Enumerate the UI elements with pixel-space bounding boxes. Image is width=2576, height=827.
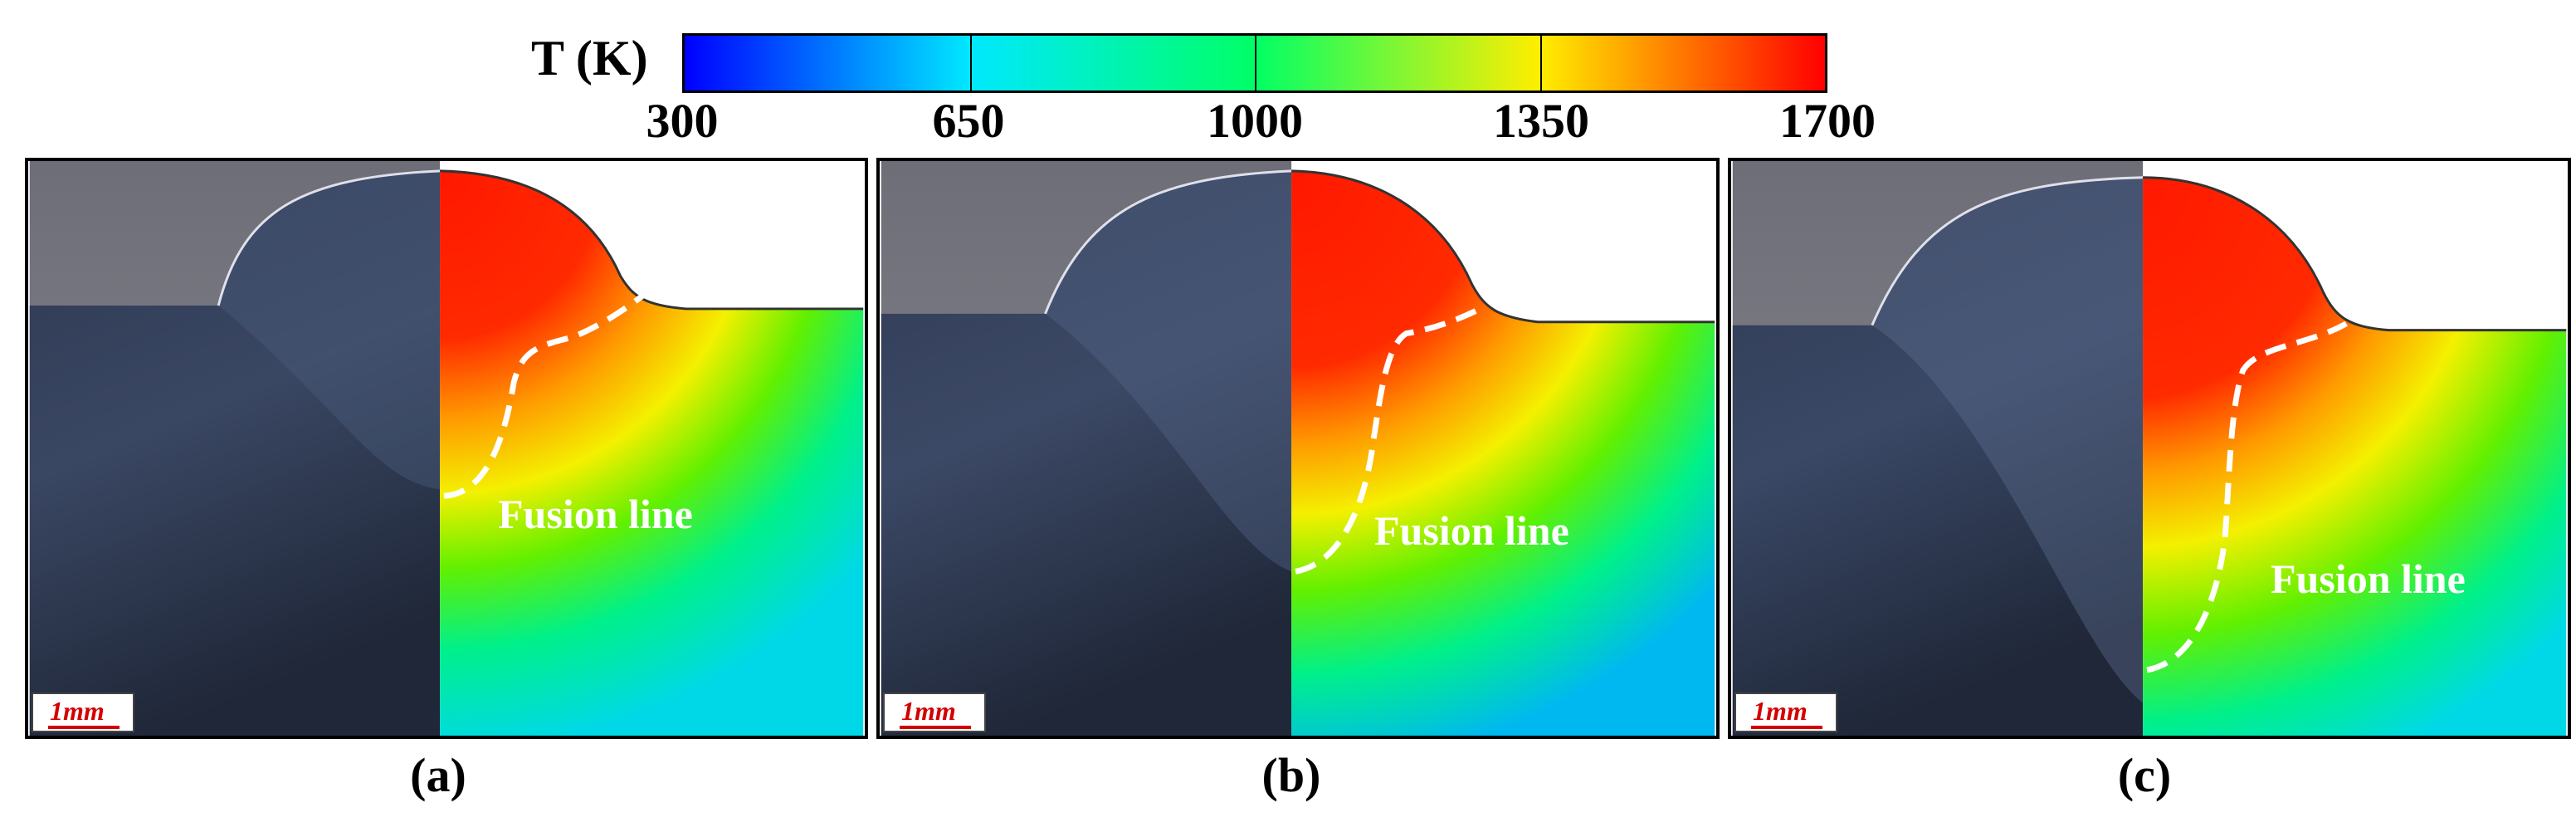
fusion-line-label: Fusion line (1374, 507, 1569, 554)
colorbar-tick-mark (1539, 36, 1542, 91)
panel-c: Fusion line 1mm (1728, 158, 2571, 739)
colorbar-title: T (K) (531, 31, 648, 86)
colorbar-tick-label: 650 (932, 94, 1005, 148)
panel-b-label: (b) (1261, 748, 1321, 802)
colorbar-tick-label: 300 (646, 94, 719, 148)
scale-bar: 1mm (32, 692, 134, 732)
scale-bar-line (48, 726, 120, 729)
colorbar-tick-label: 1700 (1779, 94, 1876, 148)
scale-bar: 1mm (883, 692, 986, 732)
panel-b: Fusion line 1mm (876, 158, 1720, 739)
panel-c-graphic (1732, 161, 2567, 736)
panel-a-label: (a) (410, 748, 466, 802)
panel-c-label: (c) (2117, 748, 2172, 802)
scale-bar-line (900, 726, 971, 729)
scale-bar: 1mm (1734, 692, 1837, 732)
colorbar-tick-mark (969, 36, 972, 91)
panel-a-graphic (29, 161, 864, 736)
panel-a: Fusion line 1mm (25, 158, 868, 739)
scale-bar-label: 1mm (901, 696, 956, 726)
scale-bar-label: 1mm (50, 696, 105, 726)
scale-bar-line (1751, 726, 1822, 729)
fusion-line-label: Fusion line (498, 491, 693, 537)
colorbar-tick-mark (1255, 36, 1256, 91)
fusion-line-label: Fusion line (2271, 555, 2466, 602)
panel-b-graphic (881, 161, 1715, 736)
colorbar-tick-label: 1350 (1493, 94, 1589, 148)
colorbar-tick-label: 1000 (1207, 94, 1303, 148)
scale-bar-label: 1mm (1753, 696, 1808, 726)
colorbar (682, 33, 1827, 93)
